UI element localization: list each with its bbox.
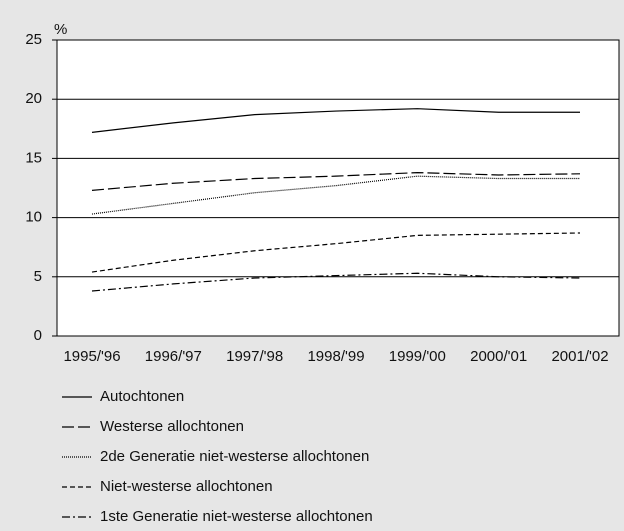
series-line xyxy=(91,108,580,133)
x-tick-label: 1998/'99 xyxy=(307,348,364,365)
y-tick-label: 20 xyxy=(25,90,42,107)
x-tick-label: 2000/'01 xyxy=(470,348,527,365)
series-line xyxy=(91,172,581,191)
y-tick-label: 15 xyxy=(25,149,42,166)
y-tick-label: 0 xyxy=(34,327,42,344)
x-tick-label: 1999/'00 xyxy=(389,348,446,365)
legend-label: 1ste Generatie niet-westerse allochtonen xyxy=(100,508,373,525)
y-tick-label: 25 xyxy=(25,31,42,48)
series-line xyxy=(91,232,581,273)
legend-label: Westerse allochtonen xyxy=(100,418,244,435)
y-tick-label: 10 xyxy=(25,209,42,226)
x-tick-label: 1997/'98 xyxy=(226,348,283,365)
y-tick-label: 5 xyxy=(34,268,42,285)
plot-area xyxy=(56,39,620,337)
series-line xyxy=(91,175,580,215)
x-tick-label: 2001/'02 xyxy=(551,348,608,365)
legend-label: 2de Generatie niet-westerse allochtonen xyxy=(100,448,369,465)
x-tick-label: 1995/'96 xyxy=(63,348,120,365)
legend-label: Autochtonen xyxy=(100,388,184,405)
series-line xyxy=(91,272,581,292)
legend-label: Niet-westerse allochtonen xyxy=(100,478,273,495)
x-tick-label: 1996/'97 xyxy=(145,348,202,365)
y-axis-label: % xyxy=(54,21,67,38)
